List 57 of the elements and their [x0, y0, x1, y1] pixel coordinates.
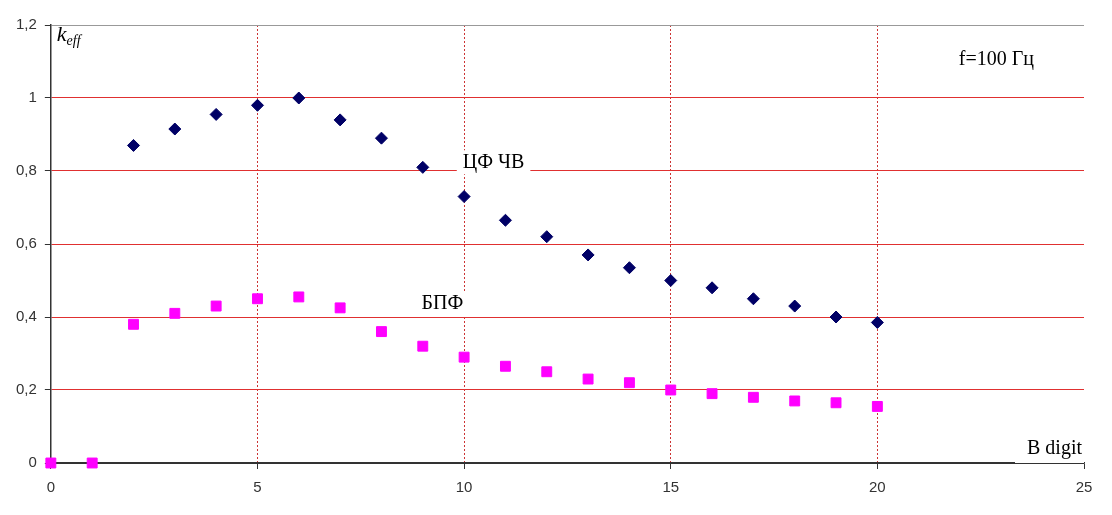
y-tick-label: 1,2	[15, 15, 37, 33]
point	[86, 457, 98, 469]
point	[458, 351, 470, 363]
x-tick-label: 5	[253, 478, 262, 496]
point	[870, 315, 884, 329]
point	[45, 457, 57, 469]
x-tick-label: 10	[455, 478, 473, 496]
point	[128, 318, 139, 330]
point	[581, 248, 595, 262]
y-tick-label: 0	[28, 453, 37, 471]
point	[622, 261, 636, 275]
y-tick-label: 0,2	[15, 380, 37, 398]
point	[457, 190, 471, 204]
point	[293, 291, 305, 303]
y-tick-label: 0,8	[15, 161, 37, 179]
annotation: f=100 Гц	[958, 47, 1035, 71]
point	[665, 384, 677, 396]
point	[374, 131, 388, 145]
point	[168, 122, 182, 136]
series-label: БПФ	[421, 290, 464, 313]
point	[830, 397, 842, 409]
point	[664, 274, 678, 287]
point	[498, 213, 512, 227]
point	[250, 98, 264, 112]
point	[540, 230, 554, 244]
point	[706, 388, 718, 400]
x-tick-label: 15	[662, 478, 680, 496]
series-label: ЦФ ЧВ	[462, 149, 525, 173]
point	[582, 373, 594, 385]
y-tick-label: 1	[28, 88, 37, 106]
point	[333, 113, 347, 127]
point	[871, 400, 883, 412]
point	[252, 293, 263, 305]
point	[623, 377, 635, 389]
point	[209, 107, 223, 121]
point	[789, 395, 801, 407]
point	[747, 391, 759, 403]
point	[746, 292, 760, 306]
x-tick-label: 0	[46, 478, 56, 496]
y-tick-label: 0,6	[15, 234, 37, 252]
point	[417, 340, 429, 352]
point	[541, 366, 553, 378]
point	[499, 360, 511, 372]
point	[127, 138, 140, 152]
point	[829, 310, 843, 324]
x-tick-label: 25	[1075, 478, 1093, 496]
point	[292, 91, 306, 105]
point	[416, 160, 430, 174]
x-axis-title: B digit	[1026, 436, 1083, 460]
y-tick-label: 0,4	[15, 307, 37, 325]
point	[210, 300, 222, 312]
point	[788, 299, 802, 313]
point	[705, 281, 719, 295]
point	[334, 302, 346, 314]
point	[169, 307, 181, 319]
x-tick-label: 20	[869, 478, 886, 496]
point	[376, 326, 387, 338]
